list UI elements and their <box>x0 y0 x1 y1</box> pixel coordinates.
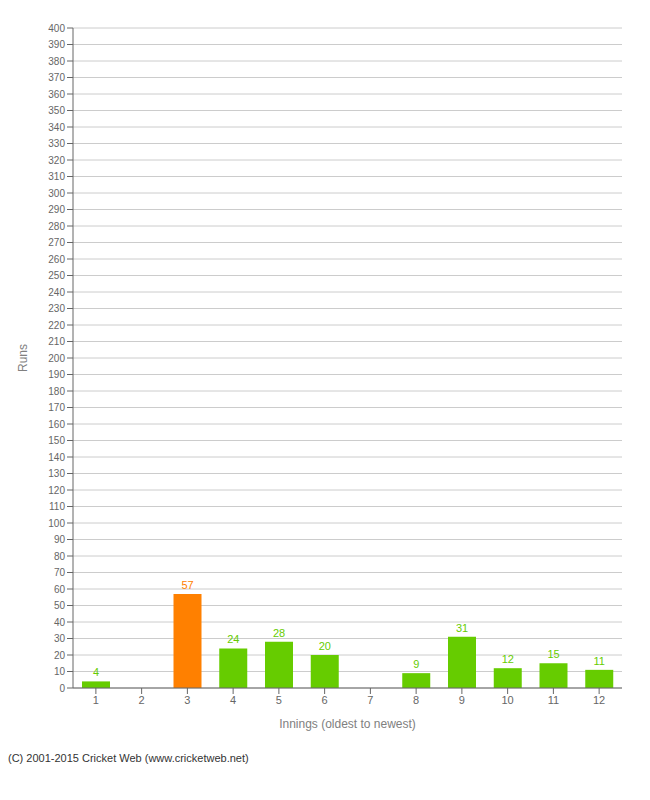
svg-text:Runs: Runs <box>16 344 30 372</box>
svg-text:160: 160 <box>48 419 65 430</box>
svg-text:15: 15 <box>547 648 559 660</box>
svg-text:150: 150 <box>48 435 65 446</box>
svg-text:190: 190 <box>48 369 65 380</box>
svg-text:7: 7 <box>367 694 373 706</box>
svg-text:260: 260 <box>48 254 65 265</box>
svg-text:Innings (oldest to newest): Innings (oldest to newest) <box>279 717 416 731</box>
html-text:(C) 2001-2015 Cricket Web (www: (C) 2001-2015 Cricket Web (www.cricketwe… <box>8 752 249 764</box>
svg-text:140: 140 <box>48 452 65 463</box>
svg-text:270: 270 <box>48 237 65 248</box>
svg-text:110: 110 <box>49 501 65 512</box>
svg-text:70: 70 <box>54 567 66 578</box>
svg-text:200: 200 <box>48 353 65 364</box>
svg-text:5: 5 <box>276 694 282 706</box>
svg-text:300: 300 <box>48 188 65 199</box>
svg-text:57: 57 <box>181 579 193 591</box>
svg-text:370: 370 <box>48 72 65 83</box>
svg-text:180: 180 <box>48 386 65 397</box>
svg-text:330: 330 <box>48 138 65 149</box>
svg-text:250: 250 <box>48 270 65 281</box>
svg-text:9: 9 <box>459 694 465 706</box>
svg-text:320: 320 <box>48 155 65 166</box>
svg-text:80: 80 <box>54 551 66 562</box>
svg-text:4: 4 <box>93 666 99 678</box>
svg-text:1: 1 <box>93 694 99 706</box>
svg-text:20: 20 <box>54 650 66 661</box>
svg-text:220: 220 <box>48 320 65 331</box>
svg-text:9: 9 <box>413 658 419 670</box>
svg-text:11: 11 <box>548 694 559 706</box>
svg-text:20: 20 <box>319 640 331 652</box>
svg-text:380: 380 <box>48 56 65 67</box>
svg-text:400: 400 <box>48 23 65 34</box>
svg-text:12: 12 <box>593 694 605 706</box>
svg-text:340: 340 <box>48 122 65 133</box>
svg-text:230: 230 <box>48 303 65 314</box>
svg-text:3: 3 <box>184 694 190 706</box>
svg-text:170: 170 <box>48 402 65 413</box>
svg-text:10: 10 <box>54 666 66 677</box>
svg-text:30: 30 <box>54 633 66 644</box>
svg-text:11: 11 <box>594 655 605 667</box>
svg-text:100: 100 <box>48 518 65 529</box>
svg-text:310: 310 <box>48 171 65 182</box>
svg-text:40: 40 <box>54 617 66 628</box>
svg-text:2: 2 <box>139 694 145 706</box>
svg-text:12: 12 <box>502 653 514 665</box>
svg-text:350: 350 <box>48 105 65 116</box>
svg-text:210: 210 <box>48 336 65 347</box>
svg-text:6: 6 <box>322 694 328 706</box>
svg-text:360: 360 <box>48 89 65 100</box>
svg-text:31: 31 <box>456 622 468 634</box>
svg-text:24: 24 <box>227 633 239 645</box>
svg-text:60: 60 <box>54 584 66 595</box>
svg-text:10: 10 <box>502 694 514 706</box>
svg-text:120: 120 <box>48 485 65 496</box>
svg-text:130: 130 <box>48 468 65 479</box>
svg-text:290: 290 <box>48 204 65 215</box>
svg-text:4: 4 <box>230 694 236 706</box>
svg-text:0: 0 <box>59 683 65 694</box>
svg-text:50: 50 <box>54 600 66 611</box>
svg-text:90: 90 <box>54 534 66 545</box>
svg-text:8: 8 <box>413 694 419 706</box>
svg-text:28: 28 <box>273 627 285 639</box>
svg-text:240: 240 <box>48 287 65 298</box>
svg-text:390: 390 <box>48 39 65 50</box>
svg-text:280: 280 <box>48 221 65 232</box>
